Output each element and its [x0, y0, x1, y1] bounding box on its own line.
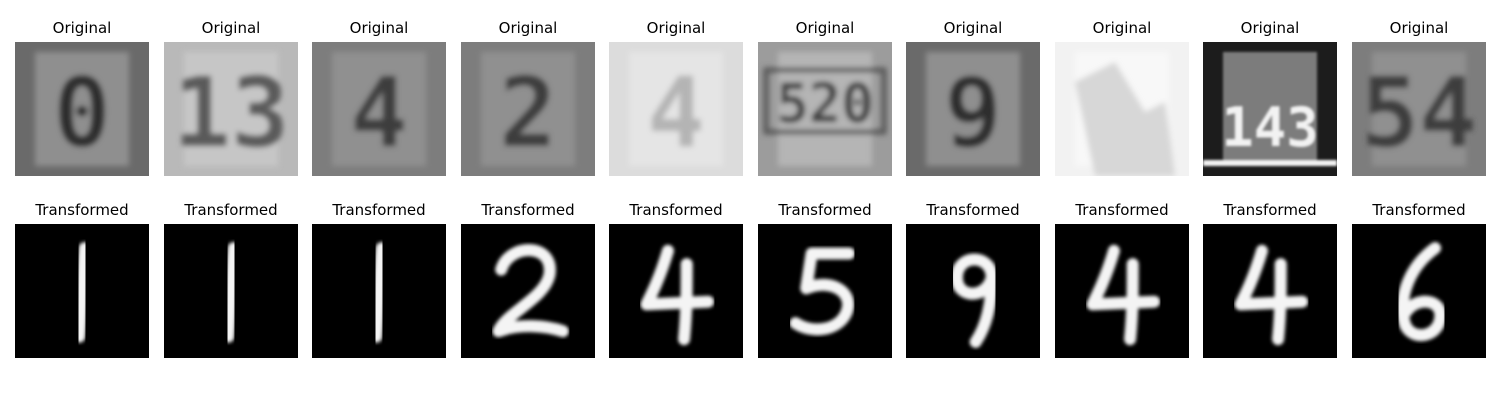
original-image: 54	[1352, 42, 1486, 176]
transformed-label: Transformed	[589, 201, 763, 219]
transformed-label: Transformed	[886, 201, 1060, 219]
svg-text:9: 9	[944, 57, 1002, 169]
svg-text:143: 143	[1221, 96, 1319, 159]
svg-text:13: 13	[173, 57, 289, 169]
transformed-label: Transformed	[292, 201, 466, 219]
svg-text:4: 4	[647, 57, 705, 169]
original-image: 143	[1203, 42, 1337, 176]
svg-text:4: 4	[350, 57, 408, 169]
original-label: Original	[292, 19, 466, 37]
transformed-image	[1203, 224, 1337, 358]
transformed-label: Transformed	[1332, 201, 1500, 219]
svg-text:2: 2	[499, 57, 557, 169]
transformed-image	[1352, 224, 1486, 358]
transformed-image	[609, 224, 743, 358]
svg-text:54: 54	[1361, 57, 1477, 169]
original-label: Original	[589, 19, 763, 37]
original-image: 0	[15, 42, 149, 176]
transformed-image	[1055, 224, 1189, 358]
original-image: 2	[461, 42, 595, 176]
original-image	[1055, 42, 1189, 176]
svg-text:0: 0	[53, 57, 111, 169]
transformed-image	[164, 224, 298, 358]
original-label: Original	[1332, 19, 1500, 37]
original-image: 520	[758, 42, 892, 176]
transformed-image	[461, 224, 595, 358]
original-image: 9	[906, 42, 1040, 176]
original-label: Original	[1183, 19, 1357, 37]
transformed-image	[15, 224, 149, 358]
original-image: 13	[164, 42, 298, 176]
transformed-image	[758, 224, 892, 358]
original-label: Original	[886, 19, 1060, 37]
transformed-image	[312, 224, 446, 358]
svg-text:520: 520	[776, 72, 874, 135]
transformed-image	[906, 224, 1040, 358]
original-image: 4	[609, 42, 743, 176]
original-image: 4	[312, 42, 446, 176]
transformed-label: Transformed	[1183, 201, 1357, 219]
